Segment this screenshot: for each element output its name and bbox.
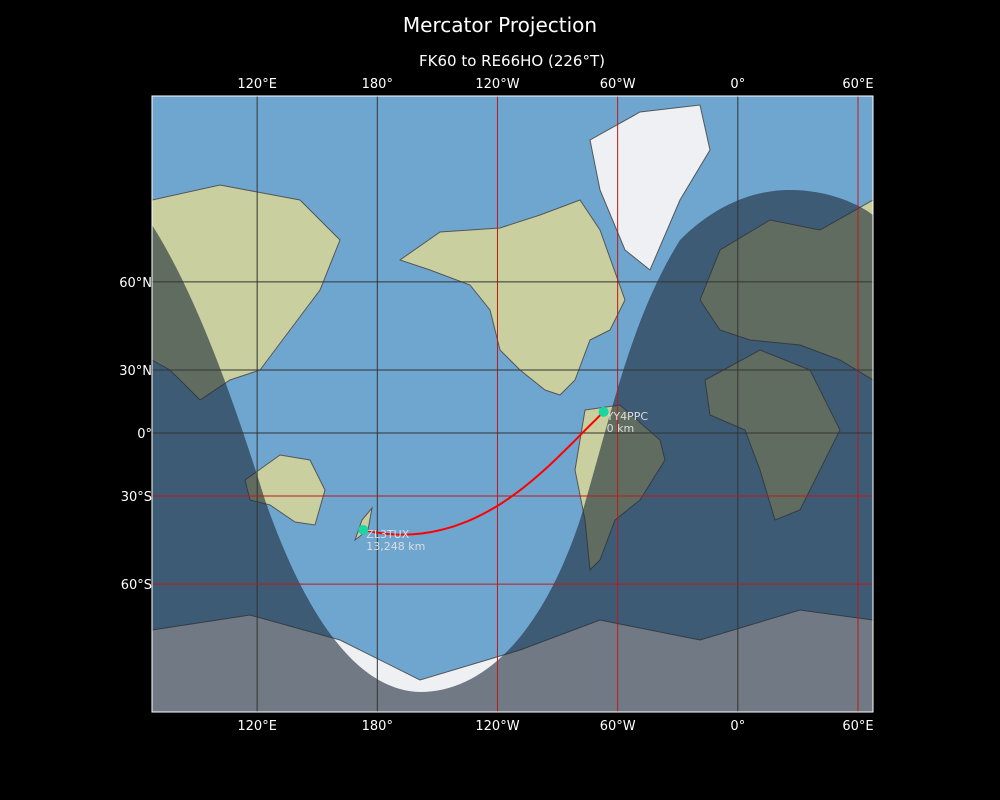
- station-marker[interactable]: [358, 524, 369, 535]
- station-callsign: YY4PPC: [606, 410, 649, 423]
- lon-tick-label-bottom: 120°W: [475, 719, 519, 734]
- lat-tick-label: 0°: [137, 427, 152, 442]
- lon-tick-label-top: 60°W: [600, 77, 636, 92]
- figure-title: Mercator Projection: [402, 13, 598, 37]
- map-subtitle: FK60 to RE66HO (226°T): [419, 52, 605, 70]
- night-shadow: [152, 96, 873, 712]
- station-callsign: ZL3TUX: [366, 528, 409, 541]
- lon-tick-label-top: 120°W: [475, 77, 519, 92]
- lat-tick-label: 30°S: [121, 490, 152, 505]
- north-america: [398, 199, 626, 396]
- station-distance: 13,248 km: [366, 540, 425, 553]
- lat-tick-label: 30°N: [119, 364, 152, 379]
- lon-tick-label-bottom: 0°: [730, 719, 745, 734]
- lon-tick-label-top: 120°E: [237, 77, 277, 92]
- lon-tick-label-top: 180°: [362, 77, 393, 92]
- lon-tick-label-top: 60°E: [842, 77, 873, 92]
- lon-tick-label-bottom: 120°E: [237, 719, 277, 734]
- lon-tick-label-bottom: 60°E: [842, 719, 873, 734]
- lon-tick-label-bottom: 60°W: [600, 719, 636, 734]
- lon-tick-label-bottom: 180°: [362, 719, 393, 734]
- lat-tick-label: 60°S: [121, 578, 152, 593]
- greenland: [589, 104, 711, 271]
- station-marker[interactable]: [598, 406, 609, 417]
- great-circle-path: [363, 411, 605, 536]
- station-distance: 0 km: [607, 422, 635, 435]
- map-frame: [151, 95, 874, 713]
- lat-tick-label: 60°N: [119, 276, 152, 291]
- lon-tick-label-top: 0°: [730, 77, 745, 92]
